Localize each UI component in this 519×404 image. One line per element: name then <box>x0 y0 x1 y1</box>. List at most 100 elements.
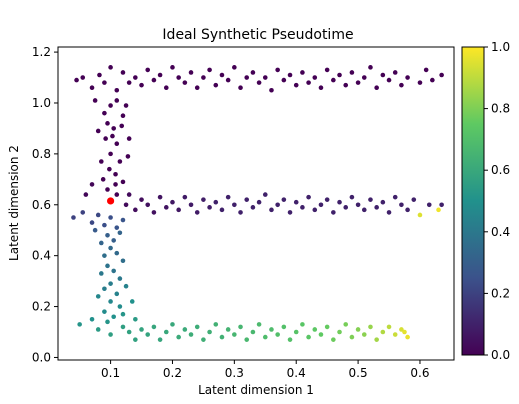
data-point <box>337 329 342 335</box>
data-point <box>157 194 163 200</box>
data-point <box>392 70 398 75</box>
x-tick-label: 0.6 <box>410 366 429 380</box>
data-point <box>213 199 219 205</box>
data-point <box>380 72 386 78</box>
data-point <box>89 316 95 322</box>
data-point <box>123 103 129 108</box>
data-point <box>114 225 120 230</box>
data-point <box>151 77 157 83</box>
data-point <box>232 65 237 70</box>
data-point <box>232 332 237 337</box>
y-tick-label: 0.2 <box>32 300 51 314</box>
data-point <box>100 177 106 182</box>
data-point <box>405 75 410 80</box>
y-tick-label: 1.2 <box>32 45 51 59</box>
data-point <box>92 98 98 103</box>
data-point <box>349 194 355 200</box>
data-point <box>111 126 116 131</box>
data-point <box>250 205 256 210</box>
data-point <box>89 220 95 225</box>
data-point <box>355 80 361 85</box>
data-point <box>114 192 120 197</box>
data-point <box>349 70 355 75</box>
data-point <box>399 82 404 88</box>
data-point <box>108 103 113 108</box>
data-point <box>170 199 175 205</box>
data-point <box>80 75 86 80</box>
data-point <box>110 133 115 139</box>
data-point <box>114 141 120 146</box>
data-point <box>374 337 379 342</box>
data-point <box>194 210 200 215</box>
data-point <box>281 324 287 330</box>
data-point <box>182 80 188 85</box>
data-point <box>439 202 444 208</box>
y-axis-label: Latent dimension 2 <box>7 145 21 261</box>
data-point <box>392 194 398 200</box>
data-point <box>300 70 305 75</box>
data-point <box>170 65 175 70</box>
data-point <box>120 70 126 75</box>
data-point <box>312 327 318 332</box>
data-point <box>113 171 118 177</box>
data-point <box>114 250 120 256</box>
y-tick-label: 0.8 <box>32 147 51 161</box>
data-point <box>120 258 126 264</box>
data-point <box>102 222 107 228</box>
data-point <box>225 327 231 332</box>
data-point <box>207 205 212 210</box>
data-point <box>275 67 280 73</box>
data-point <box>157 72 163 78</box>
data-point <box>176 334 181 340</box>
data-point <box>250 70 256 75</box>
data-point <box>405 207 410 213</box>
data-point <box>318 85 324 91</box>
data-point <box>219 207 225 213</box>
data-point <box>361 75 367 80</box>
data-point <box>436 207 441 213</box>
data-point <box>151 324 157 330</box>
data-point <box>244 337 250 342</box>
data-point <box>287 72 293 78</box>
data-point <box>331 77 336 83</box>
data-point <box>300 322 305 327</box>
data-point <box>374 205 379 210</box>
data-point <box>133 337 138 342</box>
data-point <box>269 327 274 332</box>
data-point <box>126 136 132 141</box>
data-point <box>117 159 123 164</box>
data-point <box>275 202 280 208</box>
data-point <box>405 334 410 340</box>
data-point <box>119 123 125 129</box>
data-point <box>207 67 212 73</box>
colorbar-tick-label: 0.8 <box>491 102 510 116</box>
data-point <box>133 75 138 80</box>
data-point <box>108 245 113 251</box>
data-point <box>374 85 379 91</box>
data-point <box>392 332 398 337</box>
data-point <box>105 319 110 325</box>
x-axis-label: Latent dimension 1 <box>198 383 314 397</box>
data-point <box>293 199 299 205</box>
data-point <box>105 233 110 238</box>
data-point <box>426 202 432 208</box>
data-point <box>102 253 107 258</box>
data-point <box>102 80 107 85</box>
y-tick-label: 1.0 <box>32 96 51 110</box>
data-point <box>182 327 188 332</box>
data-point <box>232 202 237 208</box>
data-point <box>262 334 268 340</box>
data-point <box>145 332 151 337</box>
data-point <box>120 217 126 223</box>
data-point <box>368 324 373 330</box>
data-point <box>244 75 250 80</box>
data-point <box>145 202 151 208</box>
data-point <box>188 70 194 75</box>
data-point <box>207 329 212 335</box>
data-point <box>324 67 330 73</box>
data-point <box>194 324 200 330</box>
data-point <box>111 238 116 243</box>
data-point <box>361 332 367 337</box>
data-point <box>287 337 293 342</box>
